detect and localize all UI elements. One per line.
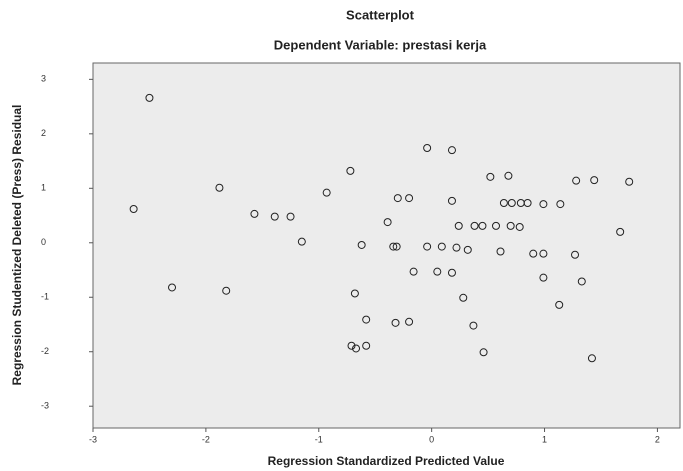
point	[478, 221, 487, 230]
point	[539, 200, 548, 209]
point	[572, 176, 581, 185]
point	[215, 183, 224, 192]
y-tick-label: -3	[41, 401, 49, 411]
point	[577, 277, 586, 286]
point	[346, 166, 355, 175]
plot-area	[92, 62, 681, 429]
point	[250, 209, 259, 218]
point	[469, 321, 478, 330]
point	[515, 222, 524, 231]
point	[447, 196, 456, 205]
y-tick-label: -2	[41, 346, 49, 356]
x-tick-label: -2	[202, 434, 210, 444]
point	[352, 344, 361, 353]
point	[129, 205, 138, 213]
x-tick-label: 0	[429, 434, 434, 444]
y-tick-label: 0	[41, 237, 46, 247]
point	[362, 315, 371, 324]
point	[539, 273, 548, 282]
point	[270, 212, 279, 221]
point	[616, 227, 625, 236]
point	[222, 286, 231, 295]
point	[350, 289, 359, 298]
x-tick-label: 1	[542, 434, 547, 444]
point	[539, 249, 548, 258]
point	[433, 267, 442, 276]
point	[452, 243, 461, 252]
point	[496, 247, 505, 256]
point	[405, 317, 414, 326]
point	[447, 146, 456, 155]
point	[590, 176, 599, 185]
point	[423, 143, 432, 152]
point	[571, 250, 580, 259]
point	[491, 221, 500, 230]
x-axis-label: Regression Standardized Predicted Value	[268, 454, 505, 468]
point	[389, 242, 398, 251]
point	[423, 242, 432, 251]
point	[357, 240, 366, 249]
chart-title: Scatterplot	[346, 7, 415, 22]
point	[463, 245, 472, 254]
point	[486, 172, 495, 181]
point	[286, 212, 295, 221]
point	[322, 188, 331, 197]
y-tick-label: -1	[41, 292, 49, 302]
point	[383, 218, 392, 227]
point	[625, 177, 634, 186]
point	[347, 341, 356, 350]
point	[499, 199, 508, 208]
x-tick-label: -3	[89, 434, 97, 444]
point	[168, 283, 177, 292]
point	[587, 354, 596, 363]
y-tick-label: 1	[41, 183, 46, 193]
point	[555, 300, 564, 309]
point	[437, 242, 446, 251]
point	[454, 221, 463, 230]
point	[556, 200, 565, 209]
y-axis-label: Regression Studentized Deleted (Press) R…	[10, 105, 24, 386]
point	[362, 341, 371, 350]
x-tick-label: -1	[315, 434, 323, 444]
point	[470, 221, 479, 230]
point	[145, 93, 154, 102]
point	[297, 237, 306, 246]
x-tick-label: 2	[655, 434, 660, 444]
point	[459, 293, 468, 302]
point	[504, 171, 513, 180]
y-tick-label: 3	[41, 74, 46, 84]
point	[392, 242, 401, 251]
point	[409, 267, 418, 276]
point	[523, 199, 532, 208]
point	[529, 249, 538, 258]
chart-subtitle: Dependent Variable: prestasi kerja	[274, 37, 487, 52]
y-tick-label: 2	[41, 128, 46, 138]
point	[507, 199, 516, 208]
point	[391, 318, 400, 327]
point	[479, 348, 488, 357]
point	[506, 221, 515, 230]
point	[393, 194, 402, 203]
point	[405, 194, 414, 203]
point	[447, 268, 456, 277]
